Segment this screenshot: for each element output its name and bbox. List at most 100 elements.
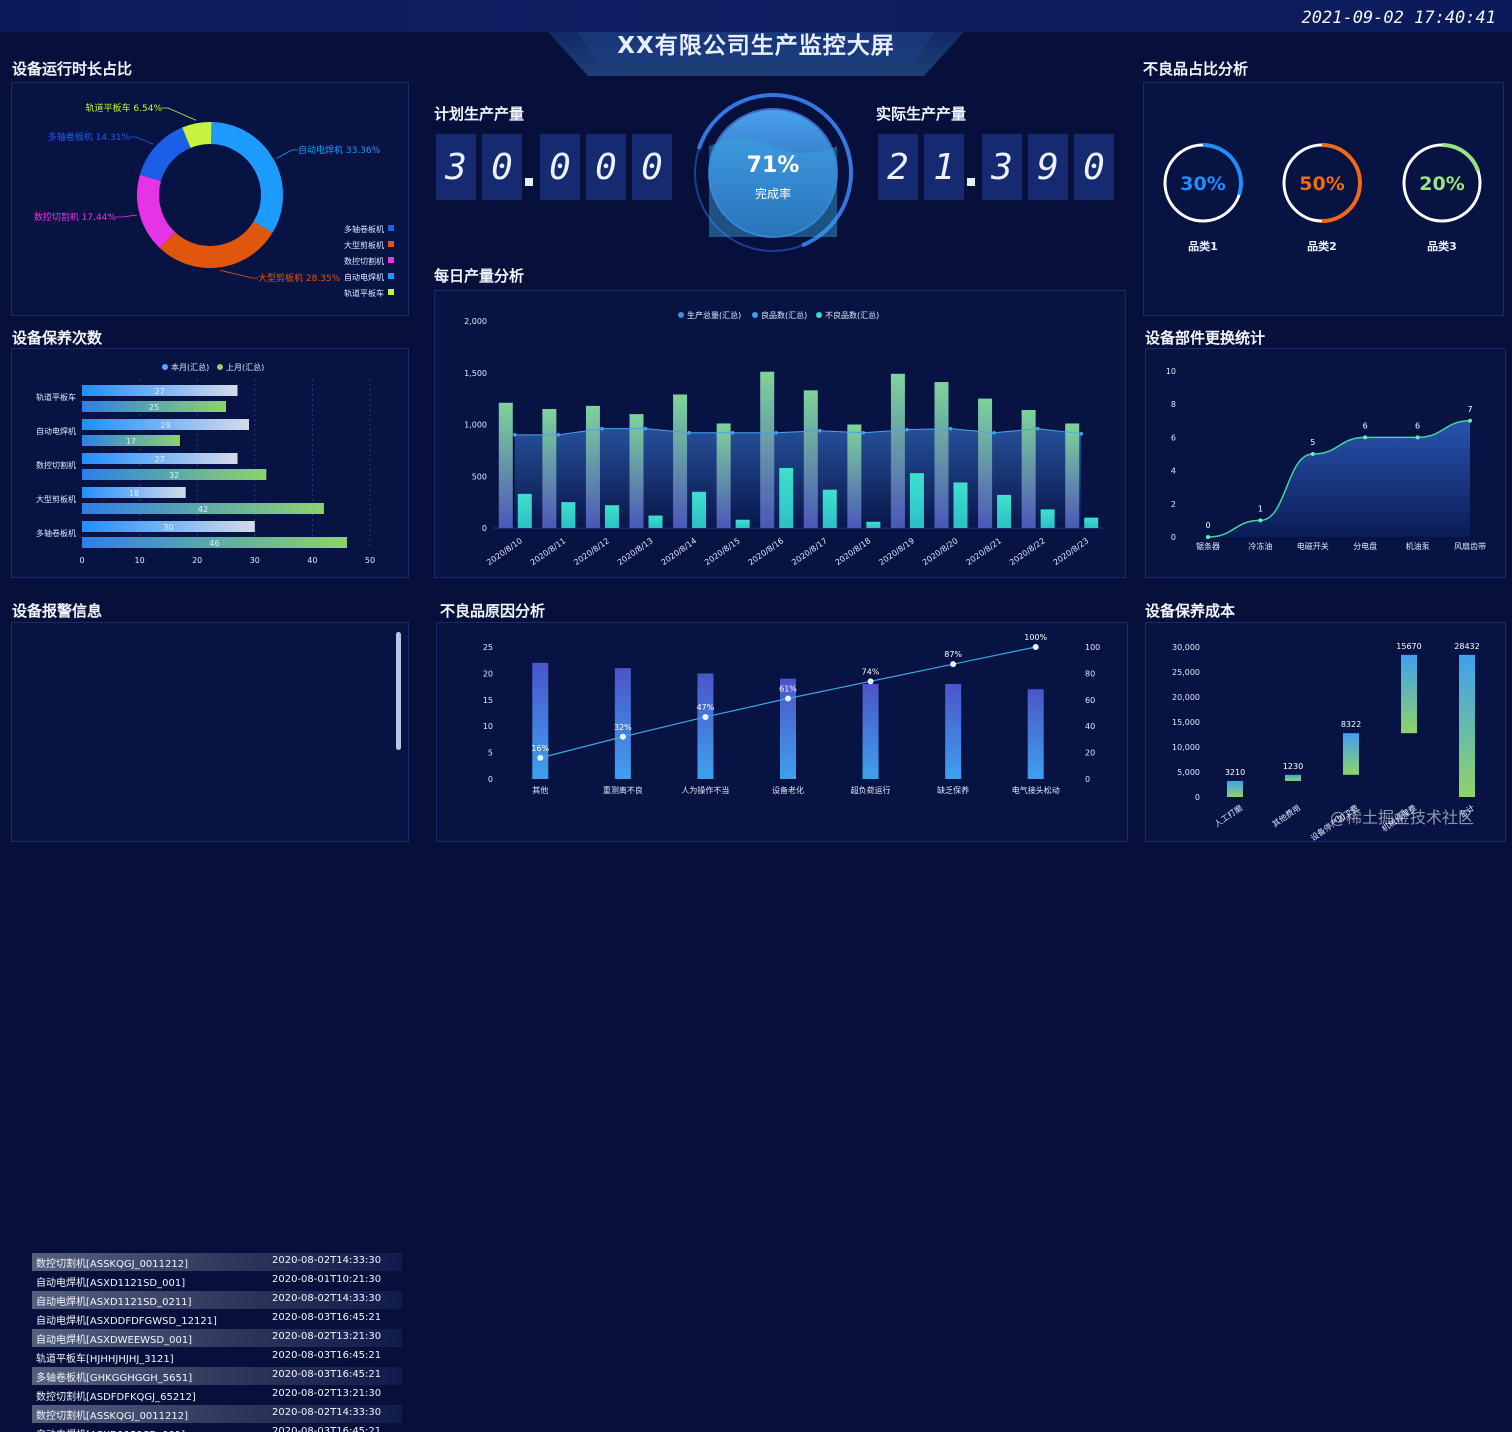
gauge-arc [1321,143,1362,223]
pie-slice [210,122,283,233]
alarm-row[interactable]: 数控切割机[ASDFDFKQGJ_65212] 2020-08-02T13:21:… [32,1386,402,1404]
y-right-tick-label: 40 [1085,722,1095,731]
section-title-run-time: 设备运行时长占比 [12,60,133,78]
x-tick-label: 其他费用 [1270,802,1302,829]
x-tick-label: 2020/8/10 [485,536,524,567]
bar-defect [692,491,707,528]
y-tick-label: 2,000 [464,317,487,326]
good-point [992,430,996,435]
bar-defect [1040,509,1055,528]
y-right-tick-label: 0 [1085,775,1090,784]
bar-total [890,373,905,528]
bar-total [542,408,557,528]
alarm-device: 轨道平板车[HJHHJHJHJ_3121] [36,1354,174,1365]
good-point [861,430,866,435]
alarm-row[interactable]: 数控切割机[ASSKQGJ_0011212] 2020-08-02T14:33:3… [32,1253,402,1271]
y-right-tick-label: 100 [1085,643,1100,652]
good-point [512,433,517,437]
bar-defect [866,521,881,528]
production-digit: 3 [436,134,476,200]
completion-rate-label: 完成率 [755,186,791,201]
line-point [1310,452,1315,456]
cumulative-point [1032,644,1039,650]
production-digit: 2 [878,134,918,200]
y-tick-label: 5,000 [1177,768,1200,777]
cumulative-point [537,754,544,761]
alarm-row[interactable]: 自动电焊机[ASXD1121SD_0211] 2020-08-02T14:33:3… [32,1291,402,1309]
bar [1027,689,1044,779]
bar-total [716,423,731,528]
line-point [1468,418,1472,423]
cumulative-label: 74% [862,667,880,676]
page-title: XX有限公司生产监控大屏 [617,33,895,59]
alarm-time: 2020-08-03T16:45:21 [272,1426,382,1432]
run-time-panel: 自动电焊机 33.36% 大型剪板机 28.35% 数控切割机 17.44% 多轴卷板… [11,82,409,316]
pie-slice [139,127,192,182]
alarm-row[interactable]: 自动电焊机[ASXDDFDFGWSD_12121] 2020-08-03T16:4… [32,1310,402,1328]
alarm-time: 2020-08-03T16:45:21 [272,1312,382,1323]
completion-rate-gauge: 71% 完成率 [694,93,853,252]
bar-label: 18 [129,489,139,498]
section-title-daily: 每日产量分析 [434,267,525,285]
y-tick-label: 20,000 [1172,693,1200,702]
cumulative-label: 47% [697,703,715,712]
bar-defect [822,489,837,528]
bar [532,662,549,779]
x-tick-label: 机油泵 [1406,541,1430,551]
bar [82,469,267,480]
pie-label-line [116,214,137,218]
gauge-wave [709,139,837,237]
cumulative-point [950,661,957,668]
gauge-label: 品类1 [1188,239,1218,253]
y-right-tick-label: 80 [1085,669,1095,678]
y-category-label: 多轴卷板机 [36,528,76,538]
y-tick-label: 1,000 [464,421,487,430]
alarm-row[interactable]: 多轴卷板机[GHKGGHGGH_5651] 2020-08-03T16:45:21 [32,1367,402,1385]
alarm-row[interactable]: 轨道平板车[HJHHJHJHJ_3121] 2020-08-03T16:45:21 [32,1348,402,1366]
alarm-row[interactable]: 自动电焊机[ASXD1121SD_001] 2020-08-01T10:21:30 [32,1272,402,1290]
section-title-planned: 计划生产产量 [434,105,525,123]
x-tick-label: 2020/8/21 [964,536,1003,567]
bar-label: 27 [155,455,165,464]
x-tick-label: 人工打磨 [1212,802,1244,829]
alarm-device: 自动电焊机[ASXD1121SD_0211] [36,1297,192,1308]
top-bar [0,0,1512,32]
legend-label: 生产总量(汇总) [687,310,741,320]
good-point [556,433,561,437]
alarm-row[interactable]: 自动电焊机[ASXDWEEWSD_001] 2020-08-02T13:21:30 [32,1329,402,1347]
bar-defect [604,505,619,528]
x-tick-label: 重测离不良 [603,785,643,795]
x-tick-label: 电气接头松动 [1012,785,1060,795]
bar-total [585,405,600,528]
gauge-value: 30% [1180,173,1225,195]
alarm-list-scrollbar[interactable] [396,632,401,750]
y-tick-label: 0 [1195,793,1200,802]
pie-slice [182,122,212,149]
bar [780,678,796,779]
bar [1459,654,1475,797]
x-tick-label: 2020/8/22 [1008,536,1047,567]
cumulative-point [785,695,791,702]
alarm-device: 数控切割机[ASSKQGJ_0011212] [36,1411,189,1422]
alarm-row[interactable]: 数控切割机[ASSKQGJ_0011212] 2020-08-02T14:33:3… [32,1405,402,1423]
bar-label: 29 [160,421,170,430]
x-tick-label: 缺乏保养 [937,785,969,795]
point-label: 7 [1467,405,1472,414]
legend-dot [678,312,684,318]
legend-label: 大型剪板机 [344,240,384,250]
legend-label: 轨道平板车 [344,288,384,298]
legend-swatch [388,225,394,231]
y-tick-label: 30,000 [1172,643,1200,652]
line-point [1258,518,1263,523]
x-tick-label: 2020/8/17 [790,536,829,567]
y-tick-label: 0 [1171,533,1176,542]
alarm-time: 2020-08-03T16:45:21 [272,1350,382,1361]
gauge-arc [1441,143,1481,172]
bar-total [760,371,775,528]
good-point [774,430,779,435]
alarm-device: 自动电焊机[ASXD1121SD_001] [36,1426,185,1432]
x-tick-label: 2020/8/20 [921,536,960,567]
y-tick-label: 1,500 [464,369,487,378]
defect-reasons-panel: 0 5 10 15 20 25 0 20 40 60 80 100 其他 重测离不良 人为操作不当 设备老化 超… [436,622,1128,842]
bar-total [1065,423,1080,528]
